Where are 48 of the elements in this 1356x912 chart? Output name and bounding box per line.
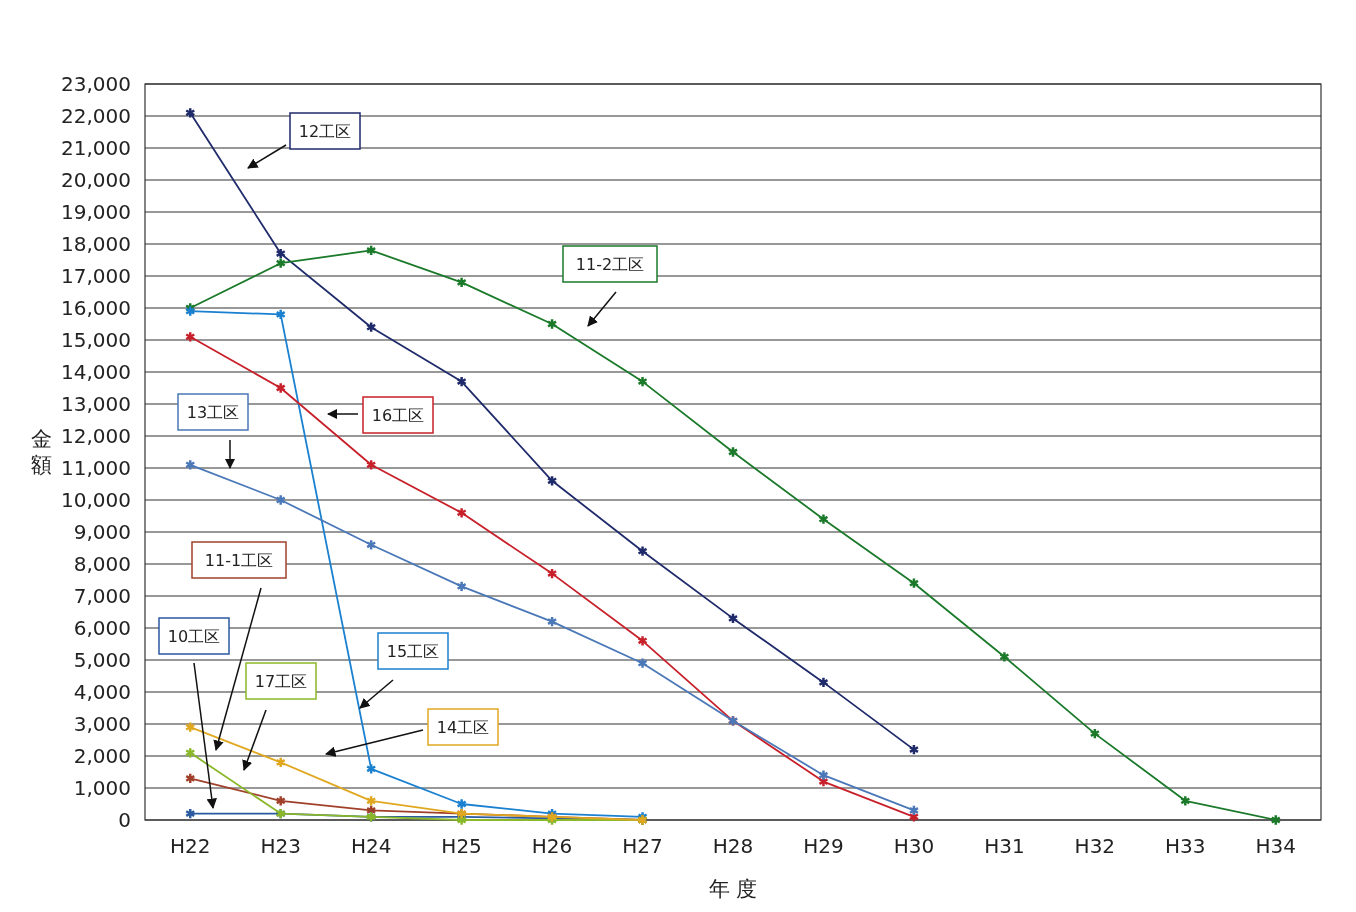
- text: 13工区: [186, 402, 240, 422]
- x-axis-title: 年 度: [708, 877, 758, 901]
- x-tick-label: H31: [984, 834, 1025, 858]
- y-tick-label: 20,000: [61, 168, 131, 192]
- text: 11-2工区: [575, 254, 645, 274]
- text: 17工区: [254, 671, 308, 691]
- x-tick-label: H24: [350, 834, 392, 858]
- x-tick-label: H22: [169, 834, 211, 858]
- x-tick-label: H32: [1074, 834, 1116, 858]
- x-tick-label: H30: [893, 834, 935, 858]
- y-axis-title: 金額: [30, 427, 52, 477]
- y-tick-label: 11,000: [61, 456, 131, 480]
- y-tick-label: 15,000: [61, 328, 131, 352]
- y-tick-label: 10,000: [61, 488, 131, 512]
- y-tick-label: 16,000: [61, 296, 131, 320]
- x-tick-label: H33: [1165, 834, 1206, 858]
- y-tick-label: 17,000: [61, 264, 131, 288]
- y-tick-label: 8,000: [73, 552, 131, 576]
- y-tick-label: 18,000: [61, 232, 131, 256]
- y-tick-label: 0: [118, 808, 131, 832]
- y-tick-label: 19,000: [61, 200, 131, 224]
- y-tick-label: 12,000: [61, 424, 131, 448]
- series-label: 16工区: [371, 405, 425, 425]
- text: 10工区: [167, 626, 221, 646]
- y-tick-label: 5,000: [73, 648, 131, 672]
- x-tick-label: H28: [712, 834, 754, 858]
- x-tick-label: H27: [622, 834, 663, 858]
- text: 15工区: [386, 641, 440, 661]
- text: 14工区: [436, 717, 490, 737]
- y-tick-label: 14,000: [61, 360, 131, 384]
- y-tick-label: 13,000: [61, 392, 131, 416]
- y-tick-label: 22,000: [61, 104, 131, 128]
- x-tick-label: H26: [531, 834, 573, 858]
- text: 11-1工区: [204, 550, 274, 570]
- y-tick-label: 1,000: [73, 776, 131, 800]
- y-tick-label: 4,000: [73, 680, 131, 704]
- y-tick-label: 21,000: [61, 136, 131, 160]
- x-tick-label: H25: [441, 834, 482, 858]
- x-tick-label: H29: [803, 834, 844, 858]
- y-tick-label: 3,000: [73, 712, 131, 736]
- text: 12工区: [298, 121, 352, 141]
- y-tick-label: 7,000: [73, 584, 131, 608]
- x-tick-label: H34: [1255, 834, 1297, 858]
- y-tick-label: 23,000: [61, 72, 131, 96]
- x-tick-label: H23: [260, 834, 301, 858]
- y-tick-label: 9,000: [73, 520, 131, 544]
- y-tick-label: 2,000: [73, 744, 131, 768]
- y-tick-label: 6,000: [73, 616, 131, 640]
